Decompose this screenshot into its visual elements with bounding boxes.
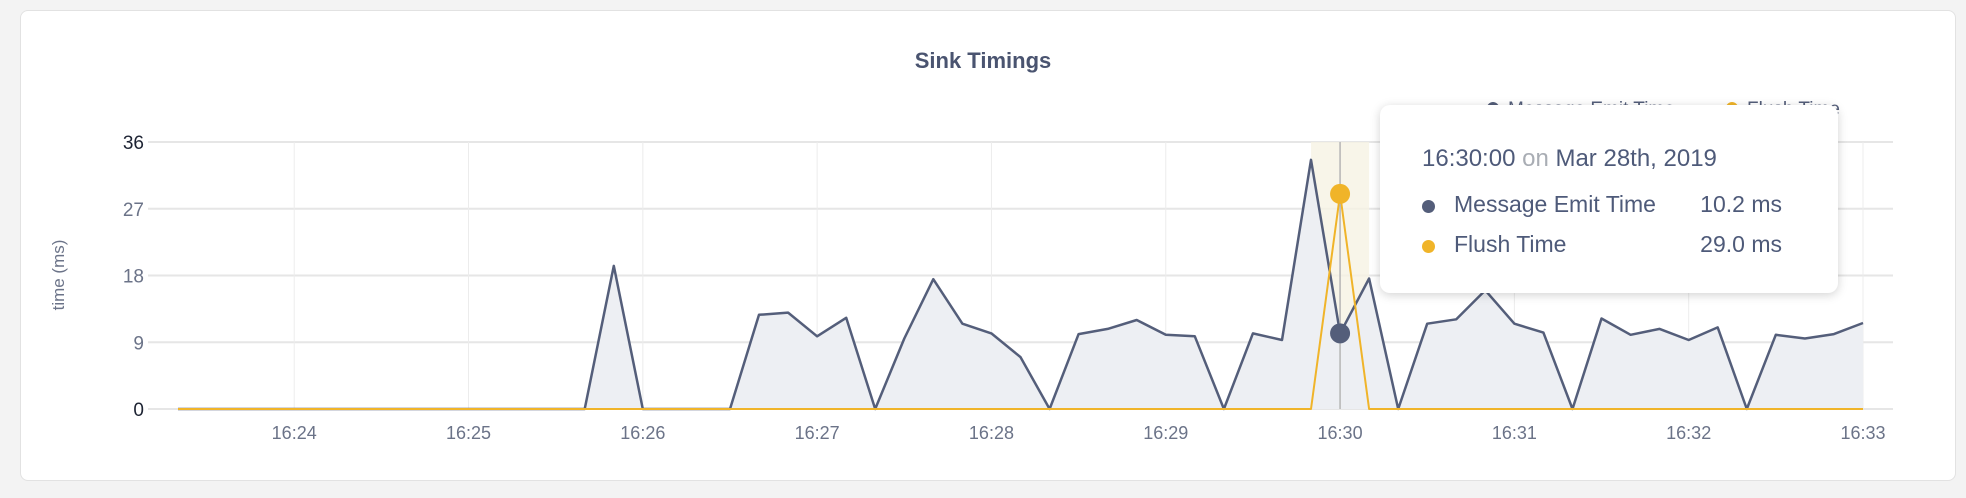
x-tick-label: 16:30 bbox=[1318, 423, 1363, 443]
x-tick-label: 16:31 bbox=[1492, 423, 1537, 443]
tooltip-value: 29.0 ms bbox=[1700, 231, 1782, 257]
emit-dot-icon bbox=[1422, 200, 1435, 213]
tooltip-label: Flush Time bbox=[1454, 231, 1567, 257]
chart-title: Sink Timings bbox=[915, 48, 1052, 73]
x-tick-label: 16:24 bbox=[272, 423, 317, 443]
series-line-flush bbox=[178, 192, 1863, 410]
x-tick-label: 16:26 bbox=[620, 423, 665, 443]
x-tick-label: 16:25 bbox=[446, 423, 491, 443]
y-tick-label: 27 bbox=[123, 200, 144, 221]
tooltip-label: Message Emit Time bbox=[1454, 191, 1656, 217]
x-tick-label: 16:33 bbox=[1840, 423, 1885, 443]
tooltip-date: Mar 28th, 2019 bbox=[1555, 145, 1717, 172]
y-axis-label: time (ms) bbox=[49, 240, 68, 311]
hover-point-flush bbox=[1330, 183, 1351, 204]
x-tick-label: 16:27 bbox=[795, 423, 840, 443]
tooltip: 16:30:00 on Mar 28th, 2019 Message Emit … bbox=[1380, 105, 1838, 293]
x-tick-label: 16:29 bbox=[1143, 423, 1188, 443]
tooltip-value: 10.2 ms bbox=[1700, 191, 1782, 217]
y-tick-label: 0 bbox=[133, 400, 144, 421]
tooltip-row-emit: Message Emit Time 10.2 ms bbox=[1422, 191, 1782, 221]
y-tick-label: 36 bbox=[123, 133, 144, 154]
tooltip-on: on bbox=[1522, 145, 1549, 172]
flush-dot-icon bbox=[1422, 240, 1435, 253]
tooltip-timestamp: 16:30:00 on Mar 28th, 2019 bbox=[1422, 145, 1717, 173]
x-tick-label: 16:28 bbox=[969, 423, 1014, 443]
x-tick-label: 16:32 bbox=[1666, 423, 1711, 443]
hover-point-emit bbox=[1330, 323, 1351, 344]
tooltip-row-flush: Flush Time 29.0 ms bbox=[1422, 231, 1782, 261]
series-area-emit bbox=[178, 159, 1863, 409]
y-tick-label: 18 bbox=[123, 267, 144, 288]
y-tick-label: 9 bbox=[133, 333, 144, 354]
tooltip-time: 16:30:00 bbox=[1422, 145, 1516, 172]
